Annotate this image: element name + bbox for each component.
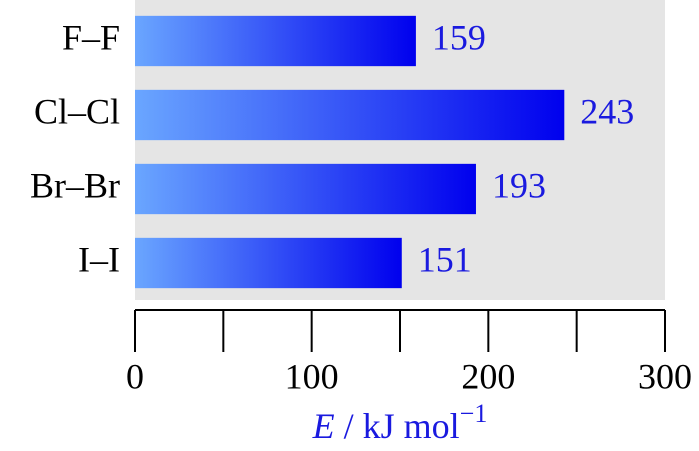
- x-tick-label: 100: [285, 356, 339, 396]
- x-label-unit: / kJ mol: [335, 406, 460, 446]
- value-label: 151: [418, 239, 472, 279]
- x-tick-label: 200: [461, 356, 515, 396]
- bar: [135, 89, 565, 141]
- value-label: 193: [492, 165, 546, 205]
- x-tick-label: 300: [638, 356, 692, 396]
- bar: [135, 237, 402, 289]
- y-tick-label: F–F: [62, 17, 120, 57]
- bar: [135, 15, 416, 67]
- x-tick-label: 0: [126, 356, 144, 396]
- x-axis-label: E / kJ mol−1: [312, 399, 488, 446]
- y-tick-label: Cl–Cl: [34, 91, 120, 131]
- y-tick-label: I–I: [78, 239, 120, 279]
- x-label-symbol: E: [312, 406, 335, 446]
- x-label-exponent: −1: [460, 399, 488, 428]
- y-tick-label: Br–Br: [30, 165, 120, 205]
- value-label: 243: [580, 91, 634, 131]
- value-label: 159: [432, 17, 486, 57]
- bar: [135, 163, 476, 215]
